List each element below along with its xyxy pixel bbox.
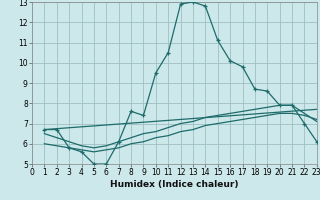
X-axis label: Humidex (Indice chaleur): Humidex (Indice chaleur) (110, 180, 239, 189)
